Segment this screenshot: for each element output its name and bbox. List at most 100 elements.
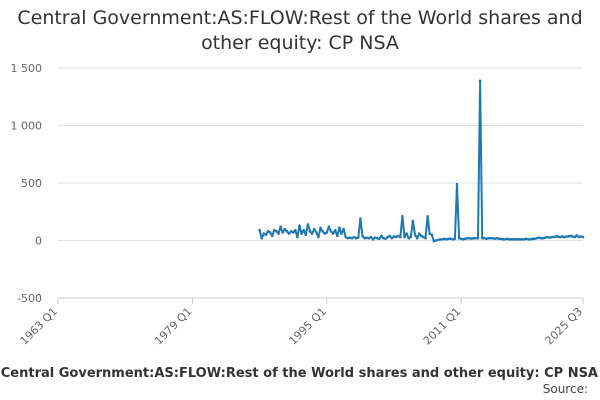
data-point bbox=[462, 238, 465, 241]
data-point bbox=[539, 236, 543, 240]
data-point bbox=[569, 234, 572, 238]
data-point bbox=[422, 235, 425, 239]
data-point bbox=[365, 236, 369, 239]
data-point bbox=[273, 228, 276, 232]
data-point bbox=[564, 235, 568, 238]
data-point bbox=[476, 236, 480, 240]
data-point bbox=[527, 238, 530, 241]
data-point bbox=[354, 236, 358, 240]
data-point bbox=[382, 236, 385, 240]
data-point bbox=[338, 226, 341, 230]
x-tick-label: 1963 Q1 bbox=[18, 305, 61, 348]
data-point bbox=[506, 237, 509, 241]
data-point bbox=[466, 236, 469, 240]
data-point bbox=[541, 236, 545, 240]
data-point bbox=[447, 237, 450, 241]
data-point bbox=[453, 237, 457, 241]
x-tick-label: 2011 Q1 bbox=[421, 305, 464, 348]
data-point bbox=[403, 235, 406, 239]
data-point bbox=[283, 227, 287, 231]
data-point bbox=[262, 232, 266, 235]
data-point bbox=[380, 234, 383, 238]
chart-title-line-2: other equity: CP NSA bbox=[201, 32, 399, 54]
data-point bbox=[315, 231, 318, 234]
data-point bbox=[367, 236, 371, 240]
data-point bbox=[405, 232, 408, 235]
data-point bbox=[329, 230, 333, 233]
data-point bbox=[443, 237, 446, 241]
data-point bbox=[434, 239, 438, 242]
data-point bbox=[457, 236, 461, 240]
data-point bbox=[504, 238, 507, 241]
data-point bbox=[493, 237, 497, 241]
data-point bbox=[501, 238, 505, 241]
data-point bbox=[266, 230, 270, 233]
data-point bbox=[495, 236, 499, 240]
data-point bbox=[258, 228, 261, 232]
data-point bbox=[268, 231, 272, 234]
data-point bbox=[525, 237, 528, 241]
data-point bbox=[348, 236, 352, 239]
data-point bbox=[281, 231, 285, 234]
legend-series-label: Central Government:AS:FLOW:Rest of the W… bbox=[0, 365, 598, 381]
data-point bbox=[285, 230, 289, 233]
data-point bbox=[508, 238, 511, 241]
data-point bbox=[373, 236, 377, 239]
data-point bbox=[464, 237, 467, 241]
data-point bbox=[560, 235, 564, 238]
data-point bbox=[529, 238, 532, 241]
data-point bbox=[319, 226, 322, 230]
data-point bbox=[548, 236, 551, 239]
data-point bbox=[399, 235, 402, 239]
data-point bbox=[573, 235, 576, 239]
data-point bbox=[411, 219, 415, 223]
data-point bbox=[424, 236, 427, 240]
data-point bbox=[577, 235, 581, 239]
data-point bbox=[363, 236, 366, 240]
x-axis: 1963 Q1 1979 Q1 1995 Q1 2011 Q1 2025 Q3 bbox=[18, 297, 585, 348]
data-point bbox=[558, 235, 562, 239]
data-point bbox=[323, 232, 327, 235]
data-point bbox=[371, 238, 375, 241]
data-point bbox=[455, 182, 459, 186]
data-point bbox=[451, 238, 455, 241]
data-point bbox=[520, 238, 524, 241]
data-point bbox=[543, 236, 547, 239]
y-axis: -500 0 500 1 000 1 500 bbox=[11, 62, 43, 305]
data-point bbox=[516, 238, 520, 241]
data-point bbox=[510, 238, 513, 241]
series-group bbox=[258, 79, 585, 243]
chart-title: Central Government:AS:FLOW:Rest of the W… bbox=[0, 6, 600, 56]
data-point bbox=[359, 217, 362, 220]
data-point bbox=[312, 227, 316, 231]
y-tick-label: 1 000 bbox=[11, 120, 43, 133]
data-point bbox=[361, 234, 364, 238]
data-point bbox=[487, 236, 490, 240]
data-point bbox=[302, 228, 306, 232]
data-point bbox=[317, 235, 320, 239]
y-tick-label: 500 bbox=[21, 177, 42, 190]
data-point bbox=[346, 236, 350, 240]
data-point bbox=[483, 236, 486, 240]
data-point bbox=[468, 236, 471, 240]
y-tick-label: 1 500 bbox=[11, 62, 43, 75]
data-point bbox=[449, 237, 453, 241]
data-point bbox=[432, 239, 436, 243]
data-point bbox=[518, 238, 522, 241]
chart-title-line-1: Central Government:AS:FLOW:Rest of the W… bbox=[17, 7, 583, 29]
data-point bbox=[375, 236, 379, 240]
x-tick-label: 1979 Q1 bbox=[152, 305, 195, 348]
data-point bbox=[296, 235, 299, 239]
data-point bbox=[386, 235, 390, 239]
data-point bbox=[270, 234, 274, 238]
series-line bbox=[258, 79, 584, 243]
data-point bbox=[474, 236, 478, 240]
data-point bbox=[491, 236, 495, 240]
data-point bbox=[531, 237, 534, 241]
data-point bbox=[428, 232, 432, 235]
data-point bbox=[445, 238, 448, 241]
data-point bbox=[470, 237, 474, 241]
data-point bbox=[420, 234, 423, 238]
data-point bbox=[298, 224, 301, 227]
